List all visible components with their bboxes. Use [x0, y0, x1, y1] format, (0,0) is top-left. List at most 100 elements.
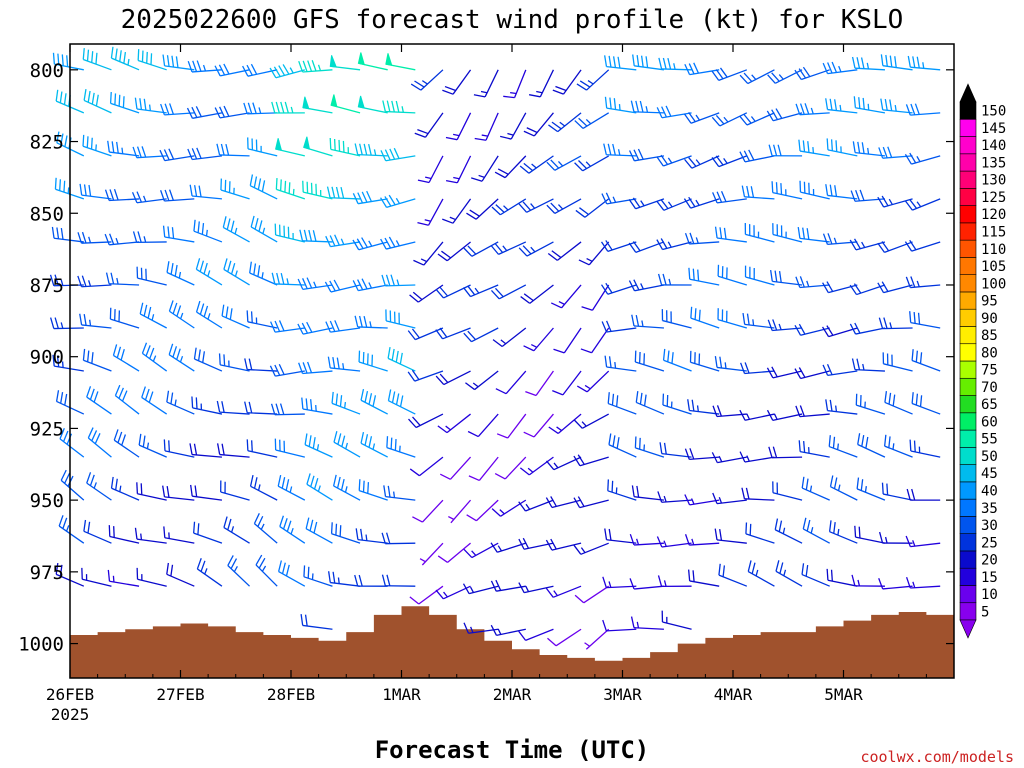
wind-barb: [162, 225, 195, 243]
barb-staff: [857, 443, 886, 458]
barb-full: [282, 64, 290, 75]
wind-barb: [168, 300, 195, 329]
barb-staff: [827, 149, 858, 157]
barb-full: [199, 260, 205, 272]
wind-barb: [463, 327, 499, 343]
barb-half: [258, 107, 262, 114]
colorbar-label: 55: [981, 432, 998, 448]
barb-full: [364, 434, 369, 446]
barb-full: [52, 52, 56, 65]
barb-staff: [562, 370, 582, 396]
barb-full: [189, 184, 193, 197]
barb-staff: [82, 578, 112, 587]
barb-full: [628, 150, 635, 162]
barb-full: [388, 236, 396, 248]
barb-half: [317, 64, 322, 71]
barb-full: [639, 100, 644, 113]
barb-full: [684, 158, 693, 169]
barb-full: [658, 57, 663, 70]
barb-staff: [802, 528, 830, 544]
barb-staff: [274, 283, 305, 286]
barb-full: [550, 159, 560, 169]
barb-full: [417, 221, 429, 226]
barb-staff: [53, 284, 84, 287]
barb-full: [164, 189, 170, 201]
barb-full: [688, 111, 696, 123]
barb-half: [148, 104, 151, 111]
barb-staff: [223, 268, 250, 286]
barb-full: [523, 345, 535, 352]
wind-barb: [822, 61, 858, 75]
barb-full: [904, 241, 913, 252]
barb-full: [630, 100, 635, 112]
wind-barb: [656, 238, 692, 251]
barb-full: [741, 185, 746, 197]
colorbar-label: 140: [981, 138, 1006, 154]
barb-full: [739, 151, 746, 163]
barb-full: [391, 348, 395, 361]
barb-full: [851, 574, 856, 587]
barb-full: [805, 564, 809, 577]
barb-staff: [554, 155, 582, 171]
barb-full: [141, 50, 144, 62]
colorbar-label: 5: [981, 604, 989, 620]
barb-full: [171, 227, 175, 239]
barb-full: [197, 349, 201, 361]
barb-full: [329, 137, 332, 150]
wind-barb: [141, 386, 168, 415]
barb-staff: [661, 452, 692, 458]
barb-half: [290, 527, 294, 535]
barb-full: [136, 482, 139, 494]
barb-full: [828, 520, 832, 532]
barb-staff: [591, 284, 610, 311]
barb-full: [880, 54, 884, 66]
barb-staff: [586, 370, 610, 393]
barb-full: [139, 302, 144, 315]
barb-half: [837, 443, 840, 450]
barb-staff: [193, 230, 223, 243]
barb-full: [123, 52, 127, 64]
barb-full: [442, 89, 454, 95]
barb-full: [145, 345, 151, 357]
barb-full: [163, 526, 166, 538]
barb-full: [381, 532, 386, 544]
barb-staff: [302, 624, 333, 630]
wind-barb: [850, 189, 885, 202]
barb-full: [579, 80, 591, 88]
barb-half: [718, 497, 723, 504]
barb-full: [608, 356, 612, 368]
barb-half: [810, 107, 814, 115]
barb-full: [892, 394, 896, 407]
barb-half: [500, 339, 507, 345]
barb-full: [574, 594, 585, 604]
wind-barb: [909, 311, 941, 329]
barb-full: [911, 349, 914, 361]
barb-half: [420, 258, 427, 263]
barb-full: [550, 202, 560, 212]
barb-full: [385, 274, 391, 286]
barb-full: [59, 179, 62, 191]
barb-full: [62, 517, 68, 529]
barb-half: [525, 585, 530, 592]
wind-barb: [795, 103, 830, 116]
wind-barb: [304, 433, 333, 458]
wind-barb: [299, 229, 333, 243]
barb-half: [864, 486, 867, 493]
wind-barb: [141, 342, 168, 372]
colorbar-swatch: [959, 395, 977, 414]
barb-full: [195, 397, 198, 409]
barb-full: [853, 96, 857, 108]
barb-staff: [829, 531, 858, 544]
wind-barb: [852, 141, 886, 157]
barb-full: [279, 515, 285, 527]
barb-staff: [910, 321, 941, 329]
barb-staff: [633, 627, 664, 630]
wind-barb: [298, 361, 333, 375]
wind-barb: [573, 542, 609, 555]
barb-staff: [193, 532, 223, 544]
barb-full: [601, 321, 608, 333]
barb-full: [386, 100, 391, 112]
barb-full: [684, 232, 690, 245]
barb-full: [170, 564, 174, 577]
wind-barb: [216, 443, 250, 458]
